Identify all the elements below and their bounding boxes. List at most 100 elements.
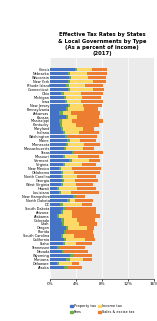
Bar [82,163,96,166]
Bar [82,96,101,99]
Bar [65,155,78,158]
Bar [50,76,69,79]
Bar [88,76,106,79]
Bar [66,108,68,111]
Bar [61,234,63,238]
Bar [64,238,66,241]
Bar [50,195,73,198]
Bar [59,167,61,170]
Bar [83,103,102,107]
Bar [71,76,88,79]
Bar [66,115,68,119]
Bar [68,108,84,111]
Bar [50,72,68,75]
Bar [93,88,104,91]
Bar [50,143,66,146]
Bar [50,230,64,234]
Bar [50,147,64,150]
Legend: Property tax, Fees, Income tax, Sales & excise tax: Property tax, Fees, Income tax, Sales & … [70,304,134,314]
Bar [63,183,76,186]
Bar [72,151,74,154]
Bar [50,211,61,214]
Bar [50,151,72,154]
Bar [64,250,88,253]
Bar [72,167,101,170]
Bar [61,127,63,131]
Bar [50,191,59,194]
Bar [57,187,59,190]
Bar [63,127,83,131]
Bar [77,218,95,222]
Bar [62,222,65,226]
Bar [50,163,63,166]
Bar [50,68,75,71]
Bar [81,100,103,103]
Bar [70,80,93,83]
Bar [87,226,94,230]
Bar [61,191,71,194]
Bar [83,258,92,261]
Bar [62,119,72,123]
Bar [72,211,96,214]
Bar [71,111,100,115]
Bar [63,206,65,210]
Bar [64,218,77,222]
Bar [70,139,80,143]
Bar [87,72,107,75]
Bar [77,175,96,178]
Bar [50,119,59,123]
Bar [59,262,72,265]
Bar [63,131,65,134]
Bar [68,72,70,75]
Bar [61,183,63,186]
Bar [60,203,62,206]
Bar [50,183,61,186]
Bar [63,163,65,166]
Bar [50,246,57,249]
Bar [61,171,62,174]
Bar [64,179,76,182]
Bar [72,262,79,265]
Bar [68,80,70,83]
Bar [62,123,76,126]
Bar [70,258,83,261]
Bar [57,246,59,249]
Bar [59,214,72,218]
Bar [66,96,82,99]
Bar [83,127,94,131]
Bar [68,115,77,119]
Bar [61,175,62,178]
Bar [70,254,73,257]
Bar [73,254,92,257]
Bar [50,127,61,131]
Bar [50,80,68,83]
Bar [50,218,61,222]
Bar [50,111,59,115]
Bar [62,211,72,214]
Bar [62,171,73,174]
Bar [50,242,62,246]
Bar [50,115,66,119]
Bar [69,84,85,87]
Bar [50,266,65,269]
Bar [70,199,76,202]
Bar [61,91,64,95]
Bar [50,179,62,182]
Bar [50,175,61,178]
Bar [66,258,70,261]
Bar [57,214,59,218]
Bar [85,84,103,87]
Bar [65,100,67,103]
Bar [59,246,85,249]
Bar [71,191,99,194]
Bar [76,179,98,182]
Bar [93,80,106,83]
Bar [50,91,61,95]
Bar [50,199,67,202]
Bar [73,195,76,198]
Bar [85,238,95,241]
Bar [74,151,103,154]
Bar [66,230,93,234]
Bar [50,108,66,111]
Bar [81,91,103,95]
